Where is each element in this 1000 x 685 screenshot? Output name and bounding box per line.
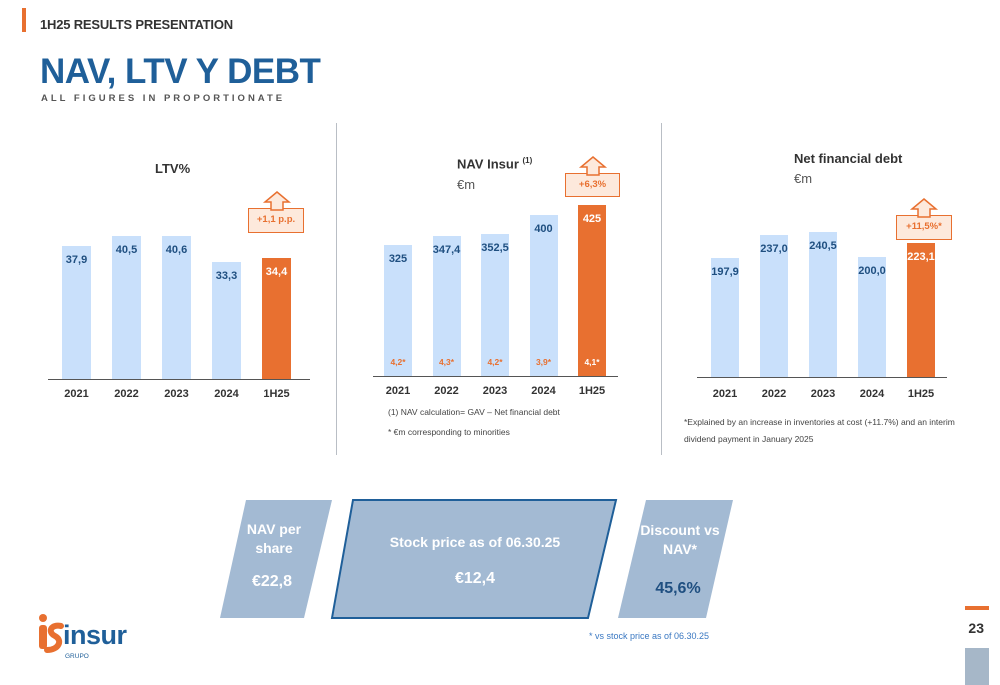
chart-nav-value-label: 400 bbox=[534, 223, 553, 236]
kpi-nav-share-label-2: share bbox=[255, 540, 293, 556]
chart-nav-note-1: (1) NAV calculation= GAV – Net financial… bbox=[388, 407, 560, 417]
chart-debt-bar bbox=[907, 242, 935, 377]
chart-nav-bar bbox=[578, 205, 606, 376]
chart-debt-tick-label: 2024 bbox=[859, 388, 885, 400]
chart-nav-bar bbox=[384, 245, 412, 376]
chart-ltv-callout: +1,1 p.p. bbox=[248, 208, 304, 233]
chart-ltv-title: LTV% bbox=[155, 161, 191, 176]
chart-nav-value-label: 352,5 bbox=[481, 242, 509, 255]
chart-debt-value-label: 200,0 bbox=[858, 264, 886, 277]
chart-debt-callout: +11,5%* bbox=[896, 215, 952, 240]
chart-nav-minority-label: 4,2* bbox=[487, 357, 503, 367]
accent-bar bbox=[22, 8, 26, 32]
chart-ltv-tick-label: 1H25 bbox=[263, 388, 290, 400]
logo: insur GRUPO bbox=[35, 612, 135, 662]
chart-ltv-tick-label: 2024 bbox=[214, 388, 239, 400]
page-accent-bottom bbox=[965, 648, 989, 685]
chart-debt-value-label: 197,9 bbox=[711, 266, 739, 279]
chart-ltv-value-label: 33,3 bbox=[215, 269, 238, 282]
chart-nav-tick-label: 2024 bbox=[531, 385, 556, 397]
chart-debt-baseline bbox=[697, 377, 947, 378]
kpi-nav-share-shape bbox=[220, 500, 332, 618]
kpi-stock-shape bbox=[330, 499, 618, 619]
chart-nav-minority-label: 4,1* bbox=[584, 357, 600, 367]
chart-nav-bar bbox=[432, 236, 461, 376]
kpi-discount-shapes bbox=[618, 500, 733, 618]
chart-ltv-value-label: 40,5 bbox=[115, 244, 138, 257]
chart-ltv-tick-label: 2021 bbox=[64, 388, 89, 400]
kpi-nav-share-label: NAV per share bbox=[236, 520, 312, 558]
chart-debt-bar bbox=[858, 256, 886, 377]
chart-nav-title: NAV Insur (1) bbox=[457, 156, 532, 171]
chart-ltv-arrow-icon bbox=[262, 191, 292, 211]
section-label: 1H25 RESULTS PRESENTATION bbox=[40, 17, 233, 32]
divider-1 bbox=[336, 123, 337, 455]
chart-debt-bar bbox=[711, 258, 739, 377]
chart-nav-value-label: 347,4 bbox=[432, 244, 461, 257]
chart-ltv-bar bbox=[62, 245, 91, 379]
chart-nav-minority-label: 4,2* bbox=[390, 357, 406, 367]
chart-debt-note-2: dividend payment in January 2025 bbox=[684, 434, 814, 444]
kpi-discount-value: 45,6% bbox=[655, 580, 701, 597]
chart-ltv-baseline bbox=[48, 379, 310, 380]
chart-ltv-tick-label: 2022 bbox=[114, 388, 139, 400]
chart-ltv-bar bbox=[162, 236, 191, 379]
chart-ltv-bar bbox=[212, 261, 241, 379]
chart-debt-value-label: 223,1 bbox=[907, 250, 935, 263]
chart-debt-arrow-icon bbox=[909, 198, 939, 218]
chart-debt-tick-label: 2023 bbox=[810, 388, 836, 400]
logo-text: insur bbox=[63, 620, 127, 650]
chart-ltv-value-label: 37,9 bbox=[65, 253, 88, 266]
chart-nav-tick-label: 2022 bbox=[434, 385, 459, 397]
kpi-discount-label: Discount vs NAV* bbox=[630, 521, 730, 559]
page-number: 23 bbox=[968, 620, 984, 636]
chart-debt-title: Net financial debt bbox=[794, 151, 903, 166]
chart-nav-minority-label: 3,9* bbox=[535, 357, 552, 367]
chart-nav-value-label: 425 bbox=[582, 213, 602, 226]
chart-nav-callout: +6,3% bbox=[565, 173, 620, 197]
page-title: NAV, LTV Y DEBT bbox=[40, 52, 321, 91]
kpi-discount-shape bbox=[618, 500, 733, 618]
chart-nav-tick-label: 2023 bbox=[482, 385, 508, 397]
chart-debt-value-label: 237,0 bbox=[760, 242, 788, 255]
chart-nav-title-text: NAV Insur bbox=[457, 156, 519, 172]
kpi-nav-share-label-1: NAV per bbox=[246, 521, 302, 537]
kpi-discount-label-1: Discount vs bbox=[640, 522, 720, 538]
chart-nav-minority-label: 4,3* bbox=[438, 357, 455, 367]
chart-nav-title-sup: (1) bbox=[522, 156, 533, 165]
chart-nav-arrow-icon bbox=[578, 156, 608, 176]
chart-debt-tick-label: 2021 bbox=[712, 388, 738, 400]
kpi-discount-label-2: NAV* bbox=[663, 541, 697, 557]
chart-nav-note-2: * €m corresponding to minorities bbox=[388, 427, 510, 437]
kpi-nav-share-value: €22,8 bbox=[251, 573, 293, 590]
chart-nav-tick-label: 2021 bbox=[385, 385, 411, 397]
chart-nav-tick-label: 1H25 bbox=[578, 385, 606, 397]
divider-2 bbox=[661, 123, 662, 455]
kpi-stock-value: €12,4 bbox=[454, 570, 496, 587]
kpi-stock-label: Stock price as of 06.30.25 bbox=[389, 534, 561, 550]
chart-debt-value-label: 240,5 bbox=[809, 240, 837, 253]
kpi-shapes bbox=[220, 499, 618, 619]
chart-ltv-value-label: 34,4 bbox=[265, 265, 288, 278]
chart-nav-unit: €m bbox=[457, 177, 476, 192]
chart-nav-value-label: 325 bbox=[388, 253, 408, 266]
kpi-footnote: * vs stock price as of 06.30.25 bbox=[589, 631, 710, 641]
chart-ltv-bar bbox=[112, 236, 141, 379]
chart-nav-bar bbox=[481, 234, 509, 376]
chart-debt-tick-label: 2022 bbox=[761, 388, 787, 400]
logo-mark-icon bbox=[39, 614, 64, 653]
logo-sub: GRUPO bbox=[65, 653, 89, 660]
chart-debt-bar bbox=[809, 232, 837, 377]
chart-debt-unit: €m bbox=[794, 171, 813, 186]
page-accent-top bbox=[965, 606, 989, 610]
chart-debt-bar bbox=[760, 234, 788, 377]
chart-ltv-tick-label: 2023 bbox=[164, 388, 189, 400]
chart-debt-tick-label: 1H25 bbox=[907, 388, 935, 400]
chart-nav-baseline bbox=[373, 376, 618, 377]
page-subtitle: ALL FIGURES IN PROPORTIONATE bbox=[41, 93, 286, 104]
chart-ltv-bar bbox=[262, 257, 291, 379]
chart-ltv-value-label: 40,6 bbox=[165, 244, 188, 257]
chart-debt-note-1: *Explained by an increase in inventories… bbox=[684, 417, 955, 427]
chart-nav-bar bbox=[529, 215, 558, 376]
